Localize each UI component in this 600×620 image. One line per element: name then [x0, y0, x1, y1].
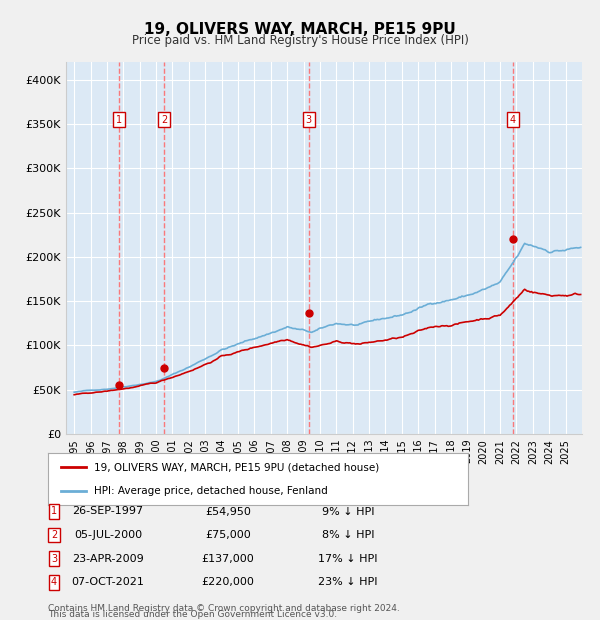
Text: Contains HM Land Registry data © Crown copyright and database right 2024.: Contains HM Land Registry data © Crown c… [48, 603, 400, 613]
Text: 2: 2 [161, 115, 167, 125]
Text: This data is licensed under the Open Government Licence v3.0.: This data is licensed under the Open Gov… [48, 609, 337, 619]
Text: 2: 2 [51, 530, 57, 540]
Text: 3: 3 [51, 554, 57, 564]
Text: £54,950: £54,950 [205, 507, 251, 516]
Text: £137,000: £137,000 [202, 554, 254, 564]
Text: £220,000: £220,000 [202, 577, 254, 587]
Text: 17% ↓ HPI: 17% ↓ HPI [318, 554, 378, 564]
Text: 9% ↓ HPI: 9% ↓ HPI [322, 507, 374, 516]
Text: 4: 4 [51, 577, 57, 587]
Text: 23-APR-2009: 23-APR-2009 [72, 554, 144, 564]
Text: 4: 4 [509, 115, 516, 125]
Text: 23% ↓ HPI: 23% ↓ HPI [318, 577, 378, 587]
Text: 05-JUL-2000: 05-JUL-2000 [74, 530, 142, 540]
Text: 8% ↓ HPI: 8% ↓ HPI [322, 530, 374, 540]
Text: 19, OLIVERS WAY, MARCH, PE15 9PU (detached house): 19, OLIVERS WAY, MARCH, PE15 9PU (detach… [94, 463, 379, 472]
Text: 07-OCT-2021: 07-OCT-2021 [71, 577, 145, 587]
Text: 1: 1 [51, 507, 57, 516]
Text: 1: 1 [116, 115, 122, 125]
Text: 19, OLIVERS WAY, MARCH, PE15 9PU: 19, OLIVERS WAY, MARCH, PE15 9PU [144, 22, 456, 37]
Text: 26-SEP-1997: 26-SEP-1997 [73, 507, 143, 516]
Text: Price paid vs. HM Land Registry's House Price Index (HPI): Price paid vs. HM Land Registry's House … [131, 34, 469, 47]
Text: 3: 3 [305, 115, 311, 125]
Text: £75,000: £75,000 [205, 530, 251, 540]
Text: HPI: Average price, detached house, Fenland: HPI: Average price, detached house, Fenl… [94, 485, 328, 495]
